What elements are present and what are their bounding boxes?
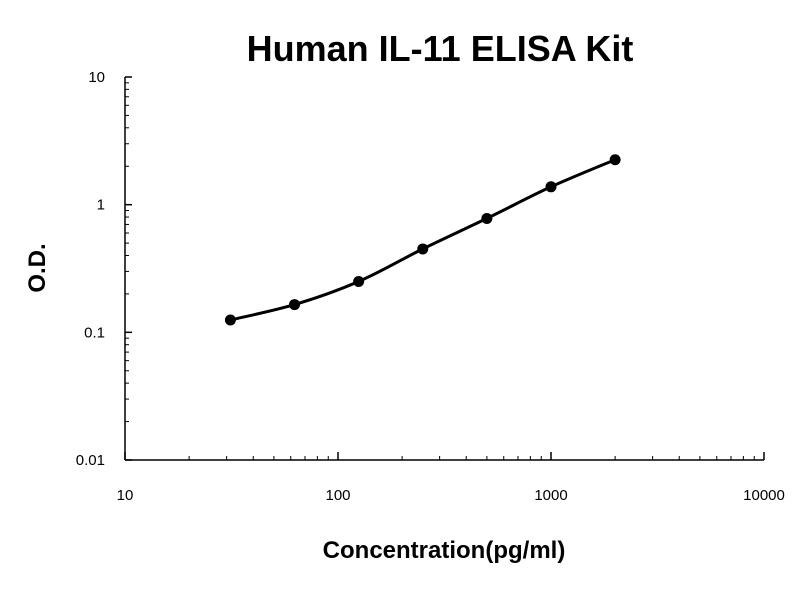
data-point <box>545 181 557 193</box>
x-axis-label: Concentration(pg/ml) <box>323 537 566 564</box>
series-line <box>230 158 616 322</box>
data-point <box>353 276 365 288</box>
axes: 0.01 0.1 1 10 10 100 1000 10000 <box>76 69 785 504</box>
chart-title: Human IL-11 ELISA Kit <box>247 28 634 69</box>
series-layer <box>224 154 621 326</box>
y-tick-label: 0.01 <box>76 452 105 469</box>
data-point <box>289 299 301 311</box>
y-tick-label: 1 <box>97 197 105 214</box>
x-tick-label: 1000 <box>534 487 567 504</box>
y-axis-label: O.D. <box>24 243 51 292</box>
x-tick-label: 100 <box>325 487 350 504</box>
x-tick-label: 10 <box>117 487 134 504</box>
y-tick-label: 10 <box>88 69 105 86</box>
data-point <box>481 212 493 224</box>
x-tick-label: 10000 <box>743 487 785 504</box>
data-point <box>224 314 236 326</box>
data-point <box>609 154 621 166</box>
data-point <box>417 243 429 255</box>
y-tick-label: 0.1 <box>84 324 105 341</box>
